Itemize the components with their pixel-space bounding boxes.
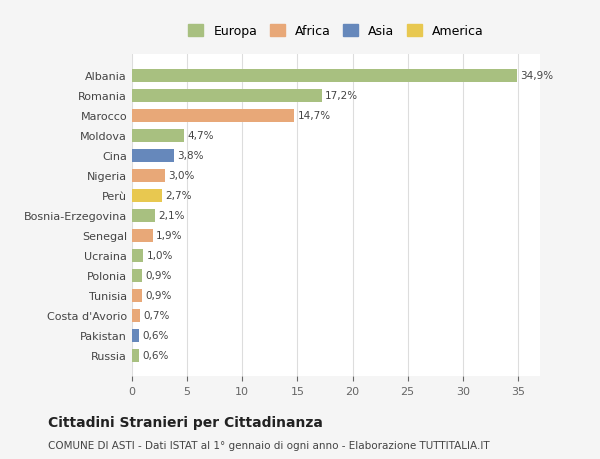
Text: 3,8%: 3,8% <box>177 151 204 161</box>
Bar <box>132 269 142 282</box>
Text: 14,7%: 14,7% <box>298 111 331 121</box>
Text: 0,6%: 0,6% <box>142 350 168 360</box>
Text: 0,6%: 0,6% <box>142 330 168 340</box>
Text: 1,0%: 1,0% <box>146 251 173 261</box>
Text: 17,2%: 17,2% <box>325 91 358 101</box>
Bar <box>132 90 322 102</box>
Bar <box>132 129 184 142</box>
Bar <box>132 169 165 182</box>
Bar <box>132 209 155 222</box>
Text: 2,1%: 2,1% <box>158 211 185 221</box>
Text: 3,0%: 3,0% <box>169 171 195 181</box>
Bar <box>132 289 142 302</box>
Bar <box>132 229 153 242</box>
Text: 34,9%: 34,9% <box>520 71 553 81</box>
Text: Cittadini Stranieri per Cittadinanza: Cittadini Stranieri per Cittadinanza <box>48 415 323 429</box>
Bar <box>132 249 143 262</box>
Text: 2,7%: 2,7% <box>165 191 191 201</box>
Text: 0,9%: 0,9% <box>145 291 172 301</box>
Bar <box>132 70 517 83</box>
Bar <box>132 150 174 162</box>
Text: COMUNE DI ASTI - Dati ISTAT al 1° gennaio di ogni anno - Elaborazione TUTTITALIA: COMUNE DI ASTI - Dati ISTAT al 1° gennai… <box>48 440 490 450</box>
Bar <box>132 349 139 362</box>
Legend: Europa, Africa, Asia, America: Europa, Africa, Asia, America <box>184 20 488 43</box>
Bar <box>132 189 162 202</box>
Bar <box>132 309 140 322</box>
Bar <box>132 329 139 342</box>
Text: 0,7%: 0,7% <box>143 310 169 320</box>
Bar <box>132 110 294 123</box>
Text: 4,7%: 4,7% <box>187 131 214 141</box>
Text: 1,9%: 1,9% <box>156 231 183 241</box>
Text: 0,9%: 0,9% <box>145 270 172 280</box>
